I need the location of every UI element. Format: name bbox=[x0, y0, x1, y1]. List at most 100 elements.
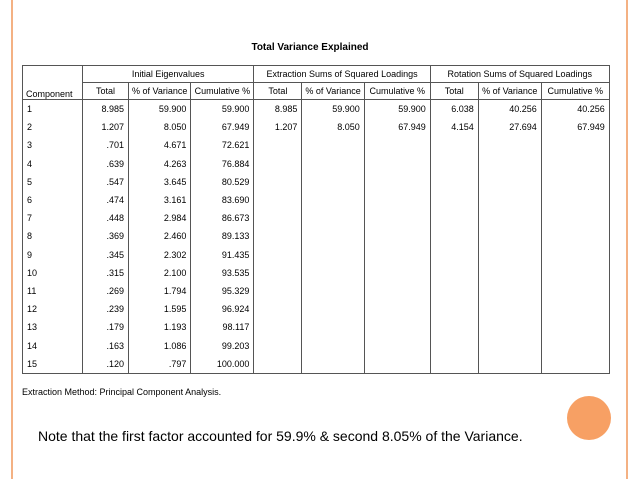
component-cell: 1 bbox=[22, 99, 83, 119]
column-header: Cumulative % bbox=[363, 82, 431, 100]
data-row: 2 1.207 8.050 67.949 1.207 8.050 67.949 4.154 27… bbox=[22, 118, 610, 137]
frame-line bbox=[11, 0, 13, 479]
value-cell: 67.949 bbox=[363, 118, 431, 137]
frame-line bbox=[626, 0, 628, 479]
value-cell: 83.690 bbox=[190, 190, 255, 210]
data-row: 4.639 4.263 76.884 bbox=[22, 154, 610, 173]
component-cell: 4 bbox=[22, 154, 83, 173]
column-header: Total bbox=[429, 82, 479, 100]
empty-cell bbox=[253, 354, 303, 374]
value-cell: 1.794 bbox=[163, 285, 187, 296]
value-cell: 76.884 bbox=[190, 154, 255, 173]
component-cell: 6 bbox=[22, 190, 83, 210]
column-header: Cumulative % bbox=[190, 82, 255, 100]
value-cell: 2.302 bbox=[163, 249, 187, 260]
value-cell: 59.900 bbox=[363, 99, 431, 119]
empty-cell bbox=[429, 354, 479, 374]
value-cell: 1.086 bbox=[163, 340, 187, 351]
data-row: 3.701 4.671 72.621 bbox=[22, 136, 610, 155]
value-cell: 40.256 bbox=[540, 99, 610, 119]
value-cell: 40.256 bbox=[509, 104, 537, 115]
header-row: Component Initial Eigenvalues Extraction S… bbox=[22, 65, 610, 100]
empty-cell bbox=[253, 172, 303, 191]
column-header: % of Variance bbox=[301, 82, 365, 100]
value-cell: 2.984 bbox=[163, 213, 187, 224]
header-row: Total% of Variance Cumulative % Total% of … bbox=[23, 82, 610, 100]
data-row: 9.345 2.302 91.435 bbox=[22, 245, 610, 264]
data-row: 10.315 2.100 93.535 bbox=[22, 263, 610, 282]
empty-cell bbox=[253, 154, 303, 173]
column-header: Total bbox=[82, 82, 129, 100]
value-cell: 59.900 bbox=[158, 104, 187, 115]
empty-cell bbox=[429, 209, 479, 228]
empty-cell bbox=[540, 136, 610, 155]
value-cell: 99.203 bbox=[190, 336, 255, 355]
empty-cell bbox=[540, 336, 610, 355]
note: Note that the first factor accounted for… bbox=[38, 428, 523, 444]
value-cell: 93.535 bbox=[190, 263, 255, 282]
value-cell: 1.207 bbox=[253, 118, 303, 137]
column-header: Cumulative % bbox=[540, 82, 610, 100]
empty-cell bbox=[540, 227, 610, 246]
value-cell: 8.985 bbox=[82, 99, 129, 119]
empty-cell bbox=[429, 300, 479, 319]
empty-cell bbox=[429, 227, 479, 246]
component-cell: 15 bbox=[22, 354, 83, 374]
empty-cell bbox=[363, 318, 431, 337]
component-cell: 2 bbox=[22, 118, 83, 137]
value-cell: 3.161 bbox=[163, 195, 187, 206]
value-cell: 59.900 bbox=[332, 104, 360, 115]
data-row: 1 8.985 59.900 59.900 8.985 59.900 59.900 6.038… bbox=[22, 99, 610, 119]
empty-cell bbox=[478, 300, 541, 318]
value-cell: 3.645 bbox=[163, 176, 187, 187]
value-cell: 67.949 bbox=[190, 118, 255, 137]
empty-cell bbox=[302, 191, 364, 209]
value-cell: 91.435 bbox=[190, 245, 255, 264]
value-cell: 2.460 bbox=[163, 231, 187, 242]
table-title: Total Variance Explained bbox=[251, 42, 369, 53]
empty-cell bbox=[363, 172, 431, 191]
footnote: Extraction Method: Principal Component A… bbox=[22, 387, 222, 397]
empty-cell bbox=[478, 191, 541, 209]
empty-cell bbox=[253, 281, 303, 301]
column-header: % of Variance bbox=[127, 82, 192, 100]
empty-cell bbox=[429, 172, 479, 191]
component-cell: 9 bbox=[22, 245, 83, 264]
empty-cell bbox=[302, 155, 364, 173]
value-cell: 67.949 bbox=[540, 118, 610, 137]
empty-cell bbox=[253, 227, 303, 246]
empty-cell bbox=[253, 263, 303, 282]
empty-cell bbox=[253, 336, 303, 355]
empty-cell bbox=[478, 318, 541, 336]
empty-cell bbox=[540, 190, 610, 210]
empty-cell bbox=[363, 354, 431, 374]
empty-cell bbox=[302, 136, 364, 154]
empty-cell bbox=[429, 136, 479, 155]
empty-cell bbox=[478, 354, 542, 374]
empty-cell bbox=[429, 245, 479, 264]
empty-cell bbox=[253, 300, 303, 319]
empty-cell bbox=[363, 136, 431, 155]
value-cell: .448 bbox=[82, 209, 129, 228]
empty-cell bbox=[302, 264, 364, 282]
empty-cell bbox=[302, 282, 364, 300]
component-cell: 5 bbox=[22, 172, 83, 191]
empty-cell bbox=[540, 209, 610, 228]
value-cell: 98.117 bbox=[190, 318, 255, 337]
empty-cell bbox=[429, 190, 479, 210]
empty-cell bbox=[540, 245, 610, 264]
data-row: 8.369 2.460 89.133 bbox=[22, 227, 610, 246]
data-row: 11.269 1.794 95.329 bbox=[22, 281, 610, 301]
value-cell: .474 bbox=[82, 190, 129, 210]
empty-cell bbox=[363, 300, 431, 319]
value-cell: 4.154 bbox=[429, 118, 479, 137]
empty-cell bbox=[429, 263, 479, 282]
empty-cell bbox=[429, 336, 479, 355]
value-cell: .797 bbox=[128, 354, 191, 374]
decor-circle bbox=[567, 396, 611, 440]
data-row: 14.163 1.086 99.203 bbox=[22, 336, 610, 355]
data-row: 6.474 3.161 83.690 bbox=[22, 190, 610, 210]
empty-cell bbox=[540, 318, 610, 337]
column-header: % of Variance bbox=[477, 82, 542, 100]
